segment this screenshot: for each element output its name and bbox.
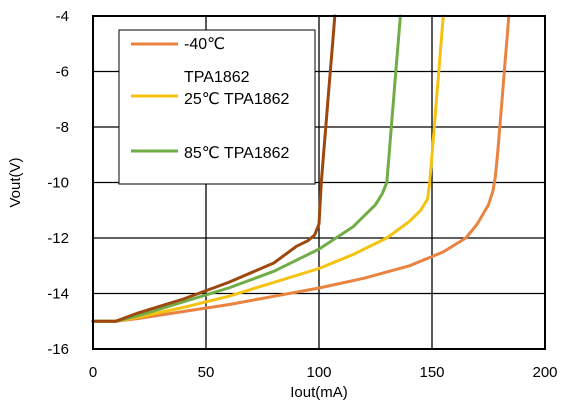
y-tick-label: -10 bbox=[47, 175, 69, 192]
series-line-2 bbox=[91, 14, 445, 323]
y-tick-label: -12 bbox=[47, 230, 69, 247]
plot-frame bbox=[92, 15, 546, 350]
x-tick-label: 0 bbox=[89, 364, 97, 381]
y-tick-label: -16 bbox=[47, 341, 69, 358]
legend-box bbox=[118, 29, 316, 185]
series-line-1 bbox=[91, 14, 511, 323]
legend-label-2: 25℃ TPA1862 bbox=[184, 91, 290, 108]
series-line-3 bbox=[91, 14, 402, 323]
x-tick-label: 150 bbox=[419, 364, 444, 381]
y-tick-label: -14 bbox=[47, 286, 69, 303]
x-tick-label: 50 bbox=[198, 364, 215, 381]
x-axis-title: Iout(mA) bbox=[290, 384, 348, 401]
series-line-4 bbox=[91, 14, 337, 323]
legend-label-2: TPA1862 bbox=[184, 69, 250, 86]
x-tick-label: 200 bbox=[532, 364, 557, 381]
legend-label-3: 85℃ TPA1862 bbox=[184, 145, 290, 162]
y-tick-label: -6 bbox=[56, 64, 69, 81]
y-tick-label: -8 bbox=[56, 119, 69, 136]
legend: -40℃ TPA1862 25℃ TPA1862 85℃ TPA1862 bbox=[118, 29, 316, 185]
legend-label-1: -40℃ bbox=[184, 36, 225, 53]
y-axis-title: Vout(V) bbox=[7, 157, 24, 207]
series-layer bbox=[91, 14, 511, 323]
x-tick-label: 100 bbox=[306, 364, 331, 381]
tick-labels: 0 50 100 150 200 -4 -6 -8 -10 -12 -14 -16 bbox=[47, 8, 557, 381]
y-tick-label: -4 bbox=[56, 8, 69, 25]
